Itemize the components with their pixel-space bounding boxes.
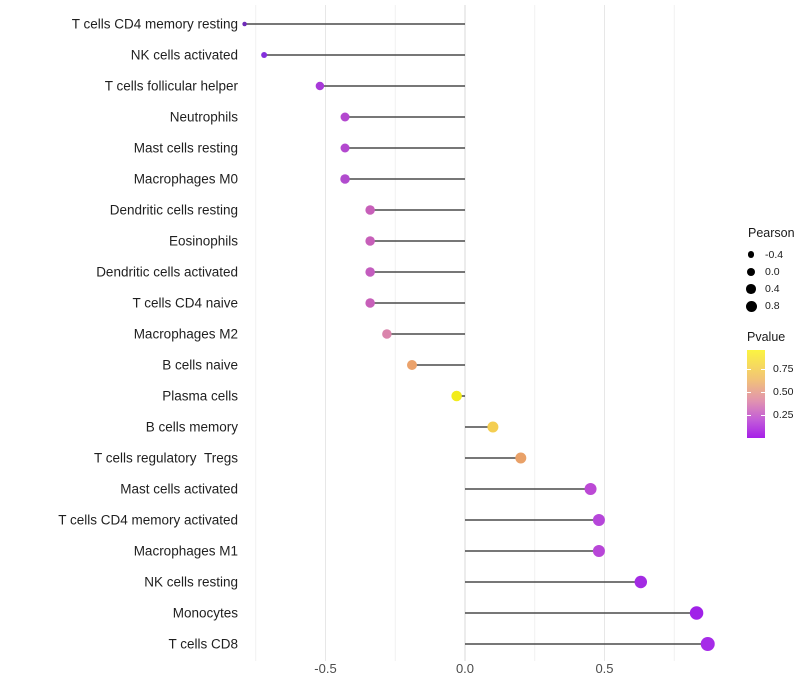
x-tick-label: 0.0: [456, 661, 474, 676]
lollipop-dot: [242, 21, 247, 27]
size-legend-dot-box: [743, 298, 759, 314]
size-legend-item: 0.0: [735, 263, 800, 280]
category-label: T cells follicular helper: [105, 79, 239, 94]
category-label: Dendritic cells activated: [96, 265, 238, 280]
category-label: Macrophages M2: [134, 327, 238, 342]
size-legend-dot-box: [743, 281, 759, 297]
size-legend-dot-box: [743, 264, 759, 280]
colorbar-tick: [761, 369, 765, 370]
colorbar-tick: [761, 391, 765, 393]
lollipop-dot: [592, 514, 605, 526]
lollipop-dot: [315, 81, 325, 91]
category-label: Macrophages M0: [134, 172, 238, 187]
size-legend-label: 0.0: [765, 265, 780, 278]
category-label: T cells CD4 naive: [132, 296, 238, 311]
lollipop-dot: [365, 298, 375, 308]
lollipop-dot: [382, 329, 392, 339]
lollipop-dot: [406, 360, 417, 370]
colorbar-tick: [747, 415, 751, 417]
category-label: T cells CD4 memory resting: [72, 17, 238, 32]
lollipop-dot: [451, 390, 462, 402]
category-label: Neutrophils: [170, 110, 239, 125]
pearson-legend-title: Pearson: [748, 226, 795, 240]
colorbar-tick: [747, 369, 751, 370]
category-label: T cells CD4 memory activated: [58, 513, 238, 528]
lollipop-dot: [515, 452, 527, 464]
size-legend-dot: [747, 251, 755, 258]
category-label: B cells naive: [162, 358, 238, 373]
lollipop-dot: [365, 267, 375, 277]
colorbar-tick-label: 0.25: [773, 409, 794, 422]
lollipop-dot: [365, 205, 375, 215]
category-label: Plasma cells: [162, 389, 238, 404]
size-legend-item: 0.8: [735, 298, 800, 315]
pvalue-colorbar-wrap: 0.75 0.50 0.25: [747, 350, 800, 438]
category-label: Dendritic cells resting: [110, 203, 238, 218]
category-label: T cells regulatory Tregs: [94, 451, 238, 466]
size-legend-dot: [747, 267, 755, 276]
lollipop-dot: [700, 637, 715, 651]
colorbar-tick: [761, 415, 765, 417]
colorbar-tick-label: 0.50: [773, 385, 794, 398]
pvalue-color-legend: Pvalue 0.75 0.50 0.25: [735, 330, 800, 438]
x-tick-label: 0.5: [595, 661, 613, 676]
lollipop-dot: [634, 575, 648, 589]
category-label: B cells memory: [146, 420, 239, 435]
category-label: NK cells activated: [131, 48, 238, 63]
size-legend-label: 0.4: [765, 282, 780, 295]
lollipop-dot: [340, 112, 350, 122]
colorbar-tick: [747, 391, 751, 393]
size-legend-item: 0.4: [735, 280, 800, 297]
category-label: NK cells resting: [144, 575, 238, 590]
lollipop-dot: [340, 174, 350, 184]
x-tick-label: -0.5: [314, 661, 336, 676]
lollipop-dot: [487, 421, 499, 433]
category-label: Mast cells activated: [120, 482, 238, 497]
category-label: T cells CD8: [168, 637, 238, 652]
category-label: Monocytes: [173, 606, 239, 621]
lollipop-dot: [689, 606, 704, 620]
pearson-size-legend: Pearson -0.4 0.0 0.4 0.8: [735, 226, 800, 315]
lollipop-dot: [340, 143, 350, 153]
size-legend-label: 0.8: [765, 300, 780, 313]
lollipop-dot: [584, 483, 597, 495]
pvalue-legend-title: Pvalue: [747, 330, 786, 344]
pearson-legend-items: -0.4 0.0 0.4 0.8: [735, 246, 800, 315]
lollipop-dot: [261, 52, 268, 58]
size-legend-dot: [746, 284, 756, 294]
size-legend-dot: [745, 300, 757, 312]
lollipop-dot: [365, 236, 375, 246]
size-legend-dot-box: [743, 247, 759, 263]
category-label: Mast cells resting: [134, 141, 238, 156]
size-legend-label: -0.4: [765, 248, 784, 261]
size-legend-item: -0.4: [735, 246, 800, 263]
pvalue-colorbar: [747, 350, 765, 438]
category-label: Macrophages M1: [134, 544, 238, 559]
colorbar-tick-label: 0.75: [773, 363, 794, 375]
lollipop-dot: [592, 545, 605, 557]
category-label: Eosinophils: [169, 234, 238, 249]
